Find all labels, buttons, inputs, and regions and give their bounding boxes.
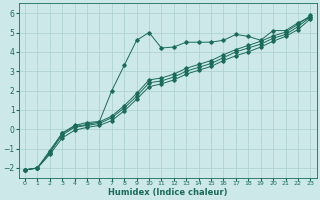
X-axis label: Humidex (Indice chaleur): Humidex (Indice chaleur)	[108, 188, 228, 197]
